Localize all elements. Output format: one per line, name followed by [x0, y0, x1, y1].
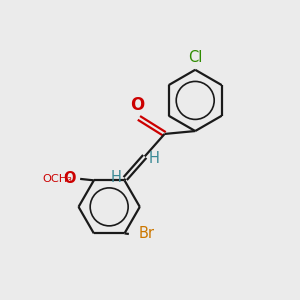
- Text: O: O: [63, 171, 76, 186]
- Text: H: H: [110, 169, 121, 184]
- Text: OCH₃: OCH₃: [43, 174, 73, 184]
- Text: O: O: [130, 96, 145, 114]
- Text: Br: Br: [139, 226, 155, 242]
- Text: Cl: Cl: [188, 50, 202, 64]
- Text: H: H: [148, 151, 160, 166]
